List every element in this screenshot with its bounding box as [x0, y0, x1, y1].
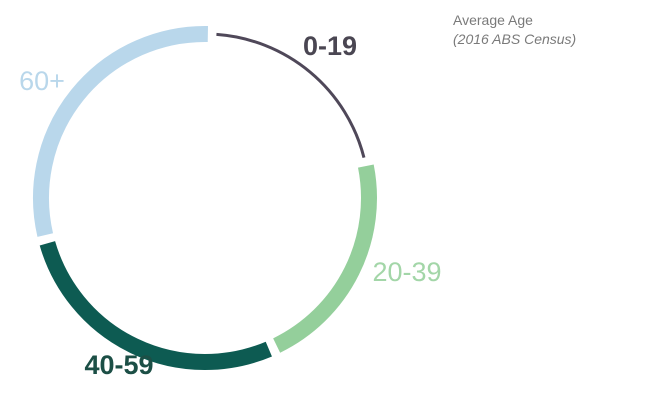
slice-60plus: [33, 26, 208, 237]
slice-label-60plus: 60+: [19, 66, 65, 96]
slice-20-39: [273, 164, 377, 353]
slice-label-20-39: 20-39: [372, 257, 441, 287]
slice-label-0-19: 0-19: [303, 31, 357, 61]
chart-subtitle: (2016 ABS Census): [453, 31, 577, 47]
chart-title: Average Age: [453, 12, 533, 28]
chart-title-block: Average Age (2016 ABS Census): [453, 11, 576, 49]
slice-label-40-59: 40-59: [84, 350, 153, 380]
slice-0-19: [216, 32, 366, 159]
slice-40-59: [39, 241, 272, 370]
